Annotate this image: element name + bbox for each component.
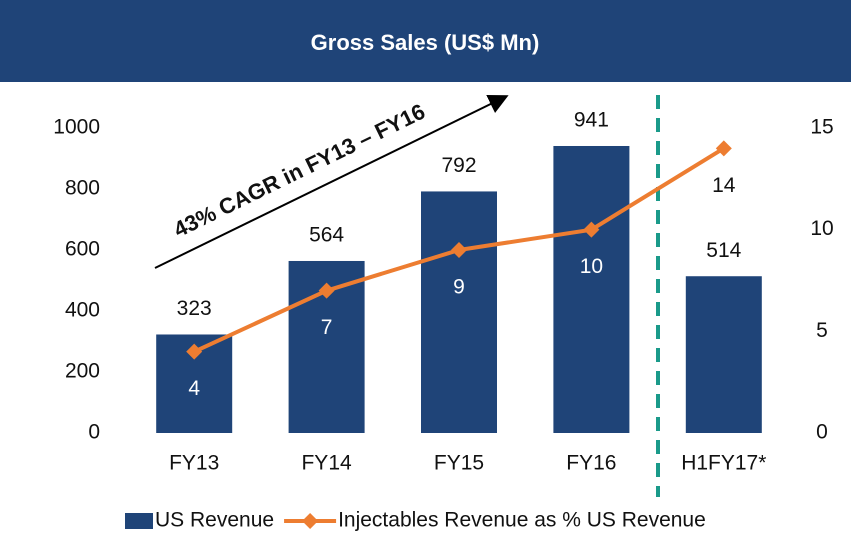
chart-title: Gross Sales (US$ Mn) xyxy=(311,30,540,55)
y-tick-label: 800 xyxy=(65,177,100,200)
bar-value-label: 941 xyxy=(574,109,609,132)
x-tick-label: H1FY17* xyxy=(681,452,766,475)
y-tick-label: 0 xyxy=(88,421,100,444)
y2-tick-label: 15 xyxy=(810,116,833,139)
annotation: 43% CAGR in FY13 – FY16 xyxy=(170,99,429,243)
y-tick-label: 600 xyxy=(65,238,100,261)
line-value-label: 9 xyxy=(453,276,465,299)
bar-value-label: 792 xyxy=(441,154,476,177)
legend-label: US Revenue xyxy=(155,509,274,532)
line-value-label: 4 xyxy=(188,377,200,400)
legend-swatch xyxy=(302,513,319,529)
line-value-label: 14 xyxy=(712,174,736,197)
bar-value-label: 564 xyxy=(309,224,344,247)
y-tick-label: 1000 xyxy=(53,116,100,139)
y2-tick-label: 5 xyxy=(816,319,828,342)
line-marker xyxy=(451,242,467,258)
bar xyxy=(685,276,762,433)
cagr-arrow xyxy=(154,95,509,269)
y-tick-label: 400 xyxy=(65,299,100,322)
x-tick-label: FY14 xyxy=(301,452,352,475)
x-tick-label: FY16 xyxy=(566,452,616,475)
x-tick-label: FY15 xyxy=(434,452,484,475)
bar-value-label: 514 xyxy=(706,239,741,262)
bar xyxy=(553,145,630,433)
line-marker xyxy=(715,140,732,157)
line-value-label: 7 xyxy=(321,316,333,339)
line-marker xyxy=(583,221,600,238)
legend-label: Injectables Revenue as % US Revenue xyxy=(338,509,706,532)
y-tick-label: 200 xyxy=(65,360,100,383)
title-bar xyxy=(0,0,851,82)
x-tick-label: FY13 xyxy=(169,452,219,475)
line-value-label: 10 xyxy=(580,255,603,278)
line-marker xyxy=(318,282,335,299)
line-marker xyxy=(186,343,203,360)
legend-swatch xyxy=(125,513,153,529)
bar-value-label: 323 xyxy=(177,297,212,320)
bar xyxy=(421,191,497,433)
y2-tick-label: 0 xyxy=(816,421,828,444)
y2-tick-label: 10 xyxy=(810,217,833,240)
